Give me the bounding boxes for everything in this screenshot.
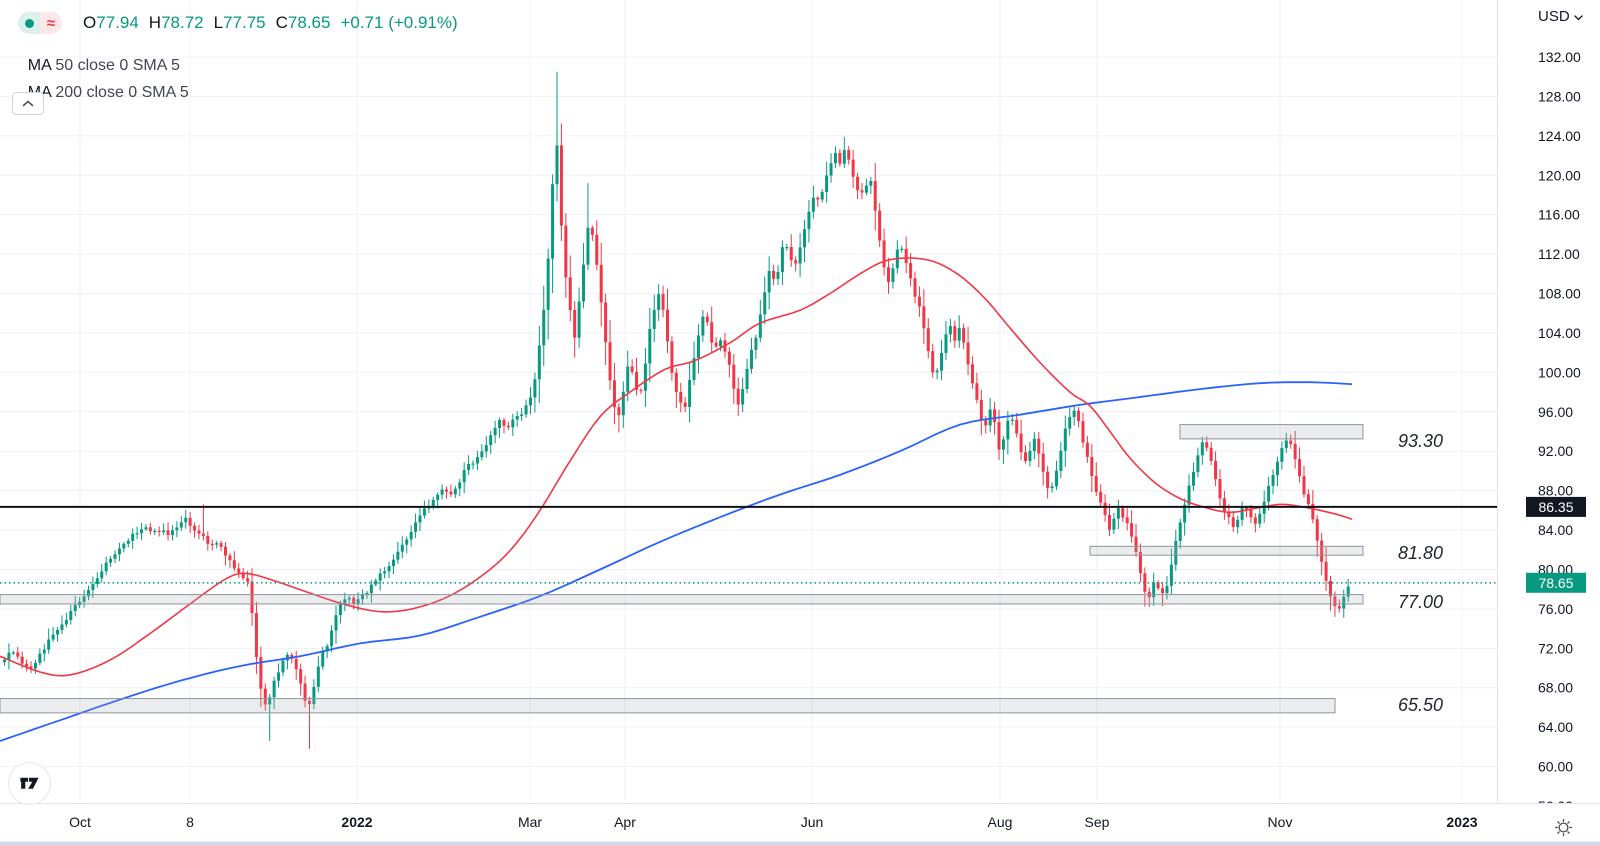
ma50-line xyxy=(0,257,1353,677)
svg-text:65.50: 65.50 xyxy=(1398,695,1443,715)
svg-text:116.00: 116.00 xyxy=(1538,207,1580,223)
svg-text:60.00: 60.00 xyxy=(1538,759,1573,775)
svg-text:77.00: 77.00 xyxy=(1398,592,1443,612)
ma200-line xyxy=(0,381,1353,742)
wave-icon: ≈ xyxy=(40,12,62,34)
svg-text:120.00: 120.00 xyxy=(1538,167,1581,183)
svg-text:64.00: 64.00 xyxy=(1538,719,1573,735)
svg-text:132.00: 132.00 xyxy=(1538,49,1581,65)
tradingview-logo-icon xyxy=(20,777,39,789)
svg-text:Apr: Apr xyxy=(614,814,636,830)
svg-text:68.00: 68.00 xyxy=(1538,680,1573,696)
svg-text:92.00: 92.00 xyxy=(1538,443,1573,459)
svg-text:Jun: Jun xyxy=(801,814,824,830)
svg-text:Sep: Sep xyxy=(1085,814,1110,830)
chevron-down-icon xyxy=(1574,14,1583,20)
svg-text:96.00: 96.00 xyxy=(1538,404,1573,420)
currency-selector[interactable]: USD xyxy=(1538,8,1583,25)
symbol-status-pill[interactable]: ≈ xyxy=(18,12,62,34)
high-label: H xyxy=(148,13,162,32)
svg-text:88.00: 88.00 xyxy=(1538,483,1573,499)
svg-text:128.00: 128.00 xyxy=(1538,88,1581,104)
svg-text:86.35: 86.35 xyxy=(1538,499,1573,515)
gear-icon xyxy=(1554,818,1572,836)
green-dot-icon xyxy=(24,18,34,28)
low-value: 77.75 xyxy=(223,13,266,32)
tradingview-logo[interactable] xyxy=(8,762,51,805)
svg-text:84.00: 84.00 xyxy=(1538,522,1573,538)
open-label: O xyxy=(83,13,97,32)
svg-text:104.00: 104.00 xyxy=(1538,325,1581,341)
chevron-up-icon xyxy=(22,100,34,107)
collapse-indicators-button[interactable] xyxy=(12,92,44,115)
grid-layer xyxy=(0,0,1497,807)
svg-text:Oct: Oct xyxy=(69,814,91,830)
indicator-legend-ma200[interactable]: MA 200 close 0 SMA 5 xyxy=(10,66,189,120)
price-zones[interactable] xyxy=(0,424,1364,714)
ma200-params: 200 close 0 SMA 5 xyxy=(50,84,189,101)
svg-text:100.00: 100.00 xyxy=(1538,364,1581,380)
ohlc-values: O 77.94 H 78.72 L 77.75 C 78.65 +0.71 (+0.91… xyxy=(83,13,458,33)
open-value: 77.94 xyxy=(96,13,139,32)
price-axis-badges: 86.35 78.65 xyxy=(1526,496,1586,593)
close-value: 78.65 xyxy=(287,13,331,32)
price-lines[interactable] xyxy=(0,505,1497,584)
candlestick-series xyxy=(3,71,1350,749)
svg-text:Aug: Aug xyxy=(988,814,1013,830)
ma50-params: 50 close 0 SMA 5 xyxy=(50,57,180,74)
svg-text:112.00: 112.00 xyxy=(1538,246,1580,262)
svg-text:2023: 2023 xyxy=(1446,814,1477,830)
zone-labels: 93.30 81.80 77.00 65.50 xyxy=(1398,431,1443,715)
svg-text:8: 8 xyxy=(186,814,194,830)
close-label: C xyxy=(275,13,288,32)
svg-text:81.80: 81.80 xyxy=(1398,543,1443,563)
svg-text:Nov: Nov xyxy=(1268,814,1293,830)
timezone-settings-button[interactable] xyxy=(1552,816,1574,838)
svg-text:93.30: 93.30 xyxy=(1398,431,1443,451)
price-axis[interactable]: 132.00 128.00 124.00 120.00 116.00 112.00 108.… xyxy=(1497,0,1600,845)
indicator-legend-ma50[interactable]: MA 50 close 0 SMA 5 xyxy=(10,39,180,93)
time-axis[interactable]: Oct 8 2022 Mar Apr Jun Aug Sep Nov 2023 xyxy=(0,803,1600,845)
low-label: L xyxy=(213,13,224,32)
svg-text:72.00: 72.00 xyxy=(1538,640,1573,656)
symbol-legend[interactable]: ≈ O 77.94 H 78.72 L 77.75 C 78.65 +0.71 (+0.… xyxy=(18,11,458,35)
ma50-label: MA xyxy=(27,57,51,74)
svg-text:Mar: Mar xyxy=(518,814,542,830)
currency-label: USD xyxy=(1538,8,1570,25)
svg-text:2022: 2022 xyxy=(341,814,372,830)
market-open-indicator xyxy=(18,12,40,34)
svg-text:108.00: 108.00 xyxy=(1538,286,1581,302)
svg-text:76.00: 76.00 xyxy=(1538,601,1573,617)
change-value: +0.71 (+0.91%) xyxy=(340,13,458,32)
high-value: 78.72 xyxy=(161,13,204,32)
svg-text:124.00: 124.00 xyxy=(1538,128,1581,144)
svg-text:78.65: 78.65 xyxy=(1538,575,1573,591)
